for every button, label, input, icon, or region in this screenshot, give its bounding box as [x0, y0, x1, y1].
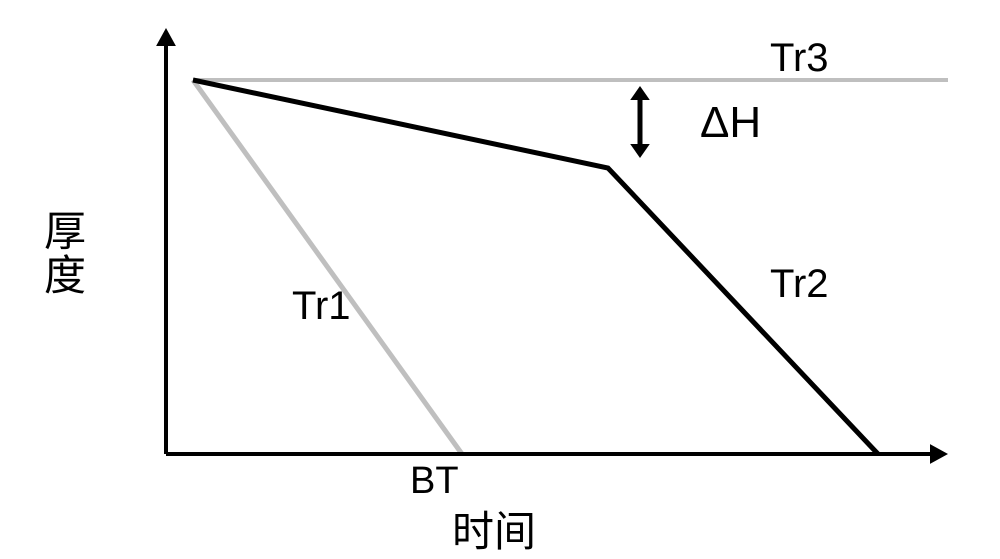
- delta-h-label: ΔH: [700, 98, 761, 148]
- y-axis-arrow-icon: [156, 28, 176, 46]
- tr2-label: Tr2: [770, 262, 829, 307]
- x-axis-label: 时间: [452, 498, 536, 559]
- delta-h-arrow-up-icon: [630, 86, 650, 100]
- y-axis-label: 厚度: [44, 210, 86, 298]
- trace-tr1: [193, 80, 462, 454]
- tr1-label: Tr1: [292, 284, 351, 329]
- delta-h-arrow-down-icon: [630, 144, 650, 158]
- tr3-label: Tr3: [770, 36, 829, 81]
- x-axis-arrow-icon: [930, 444, 948, 464]
- chart-svg: [0, 0, 1000, 549]
- chart-root: 厚度 时间 BT Tr1 Tr2 Tr3 ΔH: [0, 0, 1000, 549]
- bt-label: BT: [410, 460, 459, 503]
